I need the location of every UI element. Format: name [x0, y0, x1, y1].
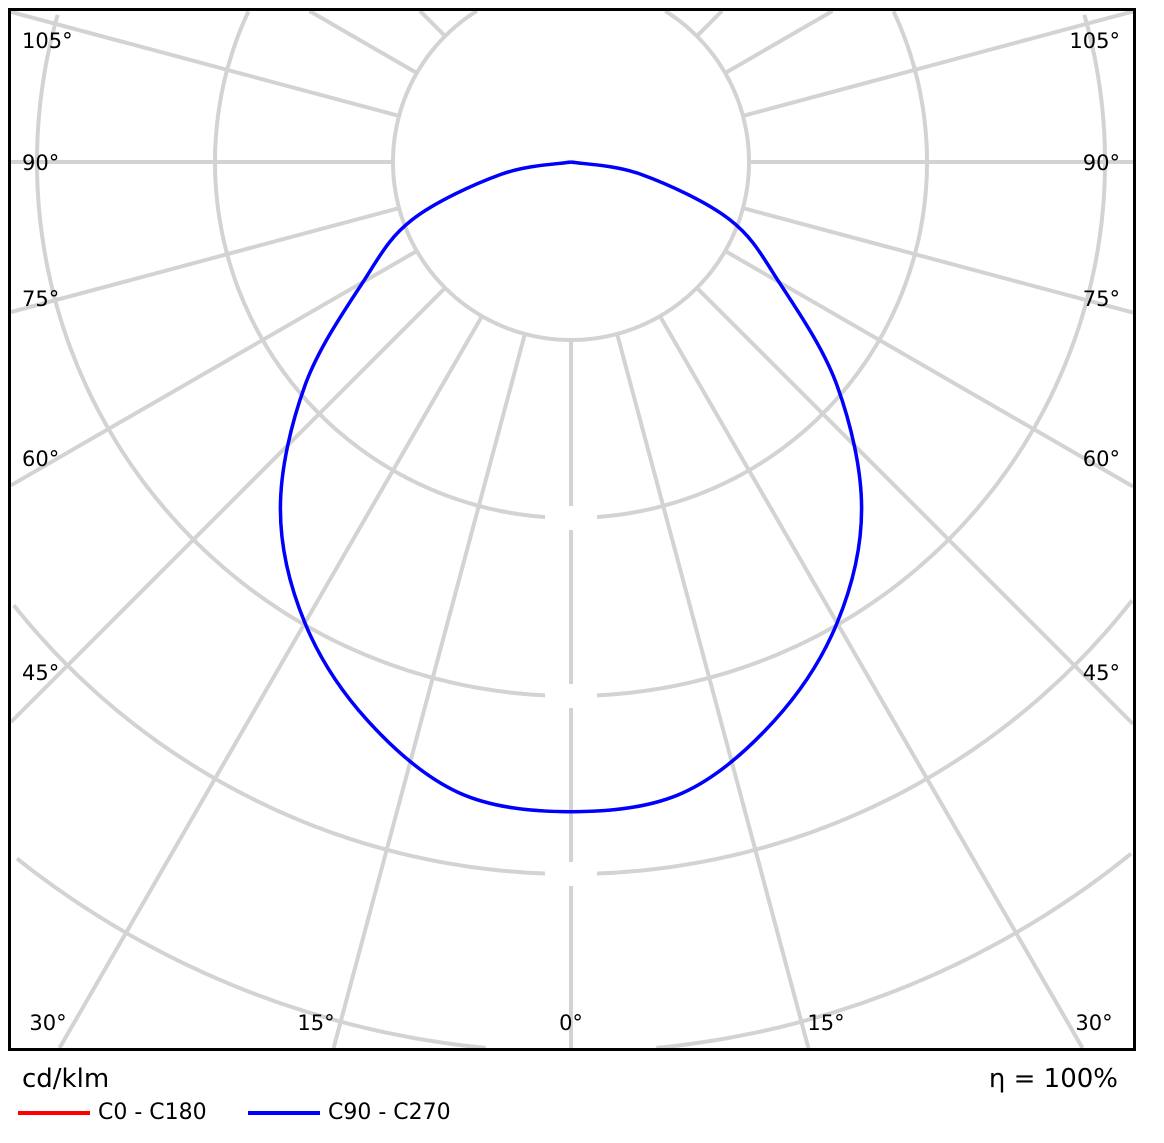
angle-label-right-75: 75°: [1083, 287, 1120, 311]
angle-label-right-90: 90°: [1083, 151, 1120, 175]
angle-label-right-60: 60°: [1083, 447, 1120, 471]
grid-ring: [35, 14, 1107, 698]
legend-item-c90-c270: C90 - C270: [248, 1100, 451, 1125]
angle-label-bottom-0: 0°: [559, 1011, 583, 1035]
angle-label-left-45: 45°: [22, 661, 59, 685]
angle-label-bottom-30-right: 30°: [1075, 1011, 1112, 1035]
polar-grid: [9, 9, 1135, 1050]
radial-scale-gap: [545, 862, 597, 886]
grid-ring: [213, 10, 929, 520]
grid-ring: [391, 9, 751, 342]
legend-swatch-red: [18, 1110, 90, 1115]
grid-ray: [9, 286, 447, 724]
grid-ray: [418, 9, 447, 38]
grid-ray: [695, 9, 724, 38]
series-line-c90-c270: [278, 160, 864, 814]
angle-label-right-45: 45°: [1083, 661, 1120, 685]
angle-label-left-90: 90°: [22, 151, 59, 175]
grid-ray: [742, 206, 1134, 315]
angle-label-right-105: 105°: [1069, 29, 1120, 53]
grid-ray: [695, 286, 1135, 726]
grid-ray: [724, 249, 1135, 489]
radial-scale-gap: [545, 684, 597, 708]
angle-label-left-75: 75°: [22, 287, 59, 311]
legend-swatch-blue: [248, 1110, 320, 1115]
legend-label: C90 - C270: [328, 1100, 451, 1125]
grid-ray: [742, 9, 1134, 118]
legend-label: C0 - C180: [98, 1100, 207, 1125]
angle-label-left-60: 60°: [22, 447, 59, 471]
grid-ray: [10, 206, 400, 315]
grid-ray: [615, 333, 811, 1049]
radial-scale-gap: [545, 506, 597, 530]
efficiency-label: η = 100%: [988, 1064, 1118, 1094]
grid-ray: [57, 315, 484, 1049]
angle-label-left-105: 105°: [22, 29, 73, 53]
unit-label: cd/klm: [22, 1064, 110, 1094]
grid-ring: [15, 852, 1133, 1050]
grid-ray: [658, 315, 1085, 1049]
angle-label-bottom-30-left: 30°: [29, 1011, 66, 1035]
angle-label-bottom-15-right: 15°: [807, 1011, 844, 1035]
legend-item-c0-c180: C0 - C180: [18, 1100, 207, 1125]
grid-ray: [308, 9, 418, 75]
grid-ray: [331, 333, 527, 1049]
curves: [278, 160, 864, 814]
grid-ray: [10, 9, 400, 118]
angle-label-bottom-15-left: 15°: [297, 1011, 334, 1035]
grid-ray: [9, 249, 418, 488]
plot-frame: [8, 8, 1136, 1051]
grid-ray: [724, 9, 834, 75]
